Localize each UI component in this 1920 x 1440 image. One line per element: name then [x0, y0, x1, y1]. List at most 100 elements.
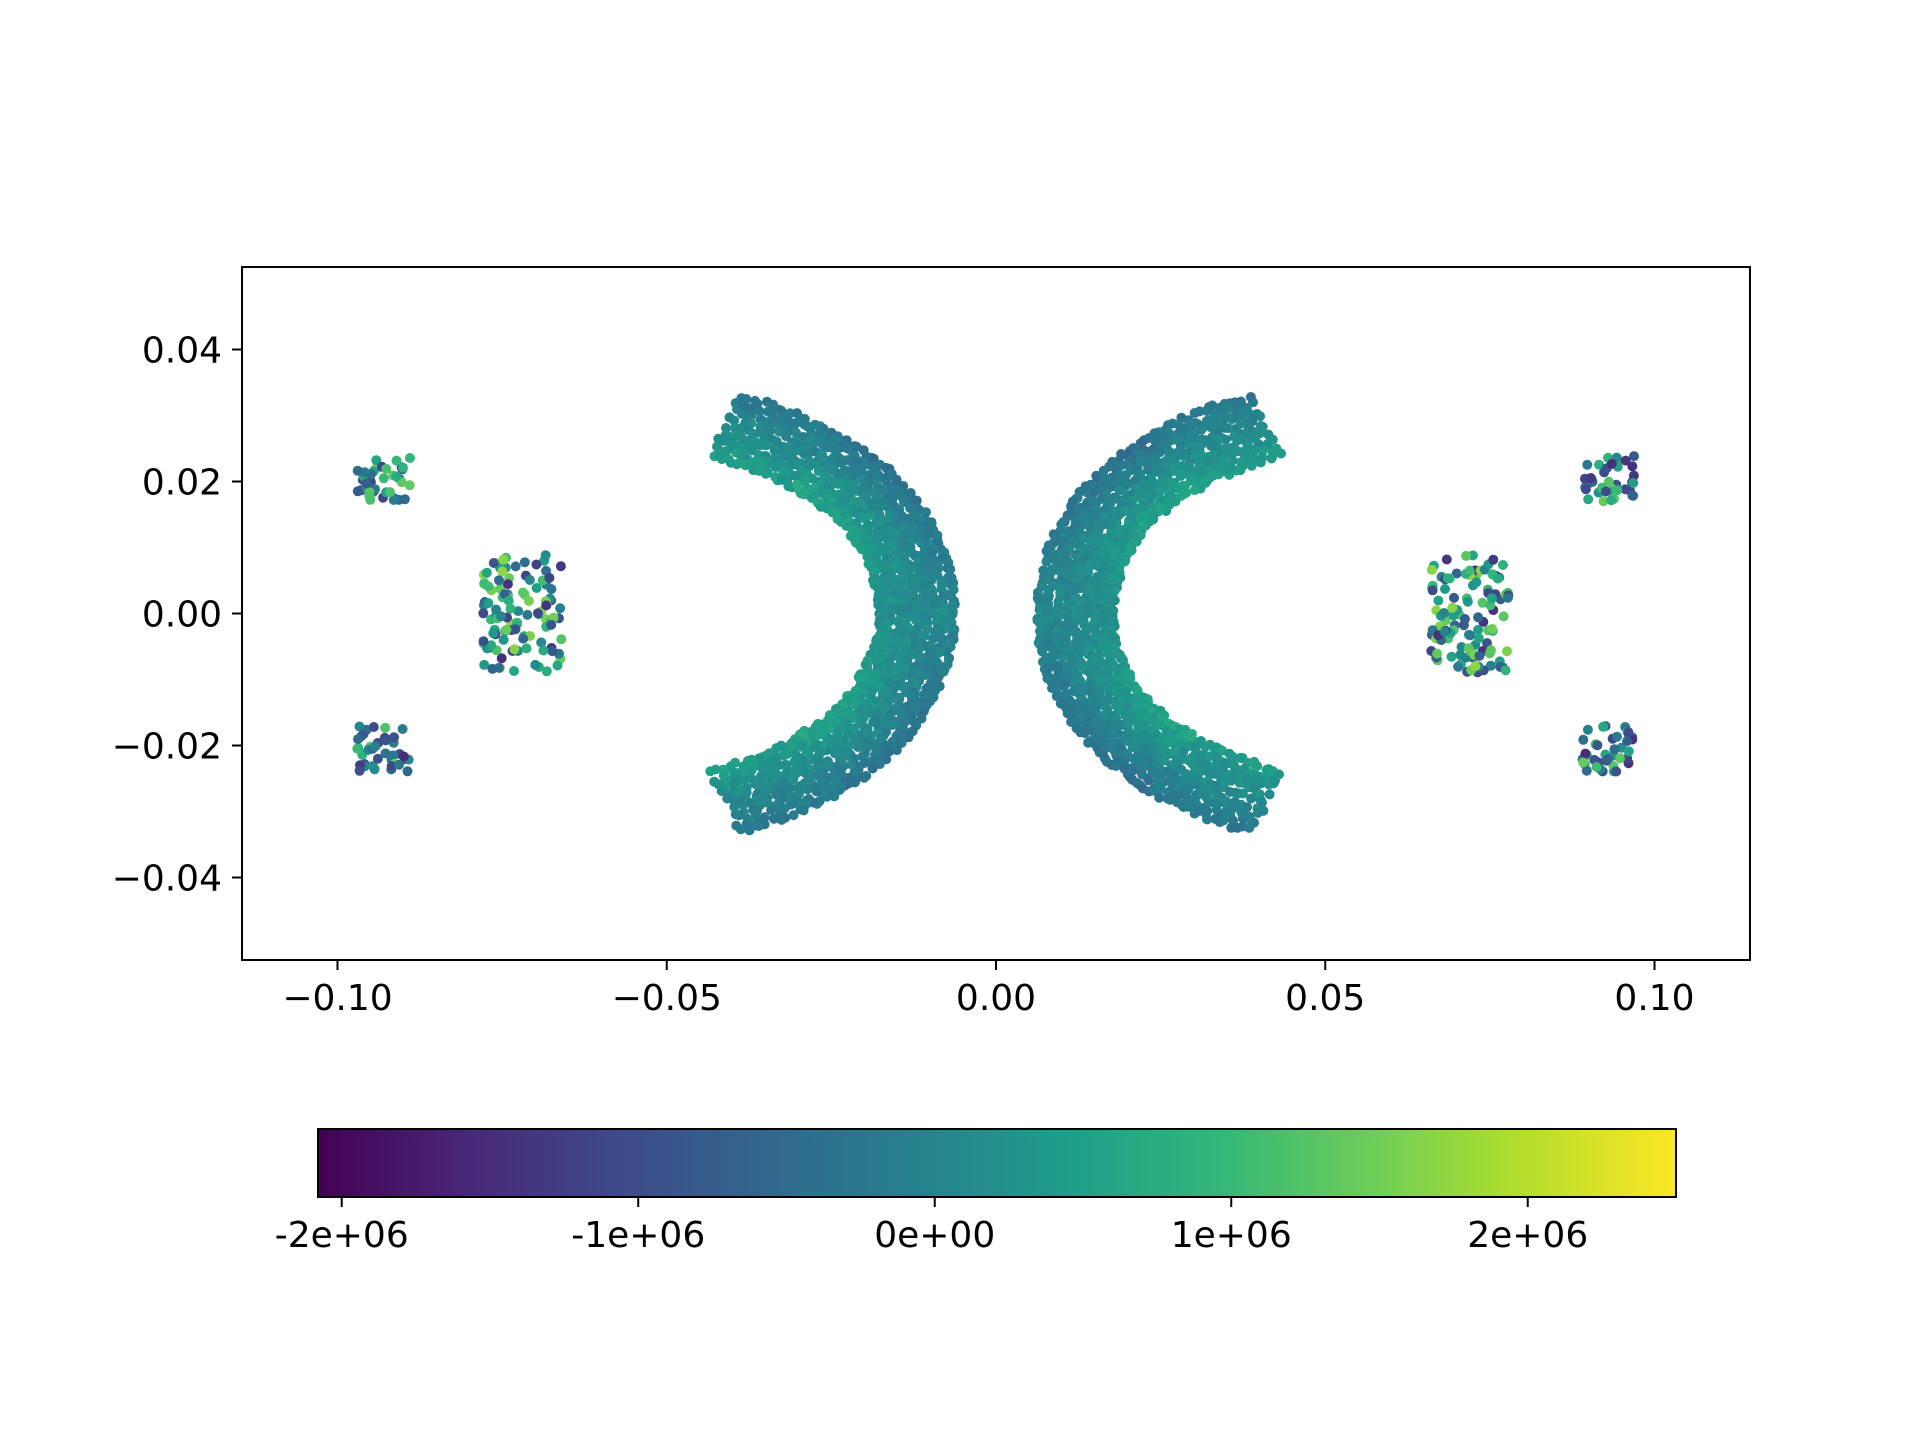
scatter-point: [1611, 766, 1622, 777]
scatter-point: [1202, 806, 1213, 817]
series-right-inner-cluster: [1426, 550, 1514, 678]
scatter-point: [761, 440, 772, 451]
scatter-point: [1175, 471, 1186, 482]
scatter-point: [1583, 494, 1594, 505]
scatter-point: [538, 645, 549, 656]
scatter-point: [709, 776, 720, 787]
scatter-point: [536, 637, 547, 648]
scatter-point: [1433, 595, 1444, 606]
scatter-point: [1439, 608, 1450, 618]
scatter-point: [1498, 611, 1509, 622]
scatter-point: [1609, 744, 1620, 755]
scatter-point: [1578, 734, 1589, 745]
scatter-point: [1041, 556, 1052, 567]
scatter-point: [1042, 620, 1053, 630]
scatter-point: [945, 564, 956, 575]
scatter-point: [381, 463, 392, 474]
scatter-point: [1606, 458, 1617, 469]
scatter-point: [352, 743, 363, 754]
scatter-point: [404, 480, 415, 491]
scatter-point: [1242, 802, 1253, 813]
scatter-point: [1150, 436, 1161, 447]
scatter-point: [1063, 567, 1074, 578]
scatter-point: [1426, 564, 1437, 575]
scatter-point: [1177, 489, 1188, 500]
scatter-point: [546, 619, 557, 630]
scatter-point: [1585, 473, 1596, 483]
colorbar-axis: -2e+06 -1e+06 0e+00 1e+06 2e+06: [275, 1197, 1588, 1256]
scatter-point: [1581, 765, 1592, 776]
scatter-point: [385, 487, 395, 498]
scatter-point: [1274, 769, 1284, 780]
scatter-point: [510, 561, 521, 572]
scatter-point: [811, 786, 822, 797]
scatter-point: [361, 478, 372, 489]
scatter-point: [522, 609, 533, 620]
scatter-point: [770, 462, 781, 473]
scatter-point: [368, 722, 379, 732]
x-axis: −0.10 −0.05 0.00 0.05 0.10: [282, 960, 1695, 1019]
scatter-point: [1470, 661, 1481, 671]
scatter-point: [533, 608, 543, 619]
scatter-point: [394, 759, 404, 770]
scatter-point: [555, 561, 566, 572]
scatter-point: [1580, 748, 1591, 759]
scatter-point: [478, 608, 489, 619]
colorbar-tick-label: 2e+06: [1467, 1215, 1588, 1256]
scatter-point: [785, 408, 796, 419]
scatter-point: [896, 708, 906, 719]
scatter-point: [1442, 573, 1453, 584]
scatter-point: [1473, 633, 1484, 644]
colorbar-frame: [317, 1128, 1677, 1198]
scatter-point: [1477, 597, 1488, 608]
scatter-point: [354, 721, 365, 732]
scatter-point: [816, 487, 827, 497]
scatter-point: [1202, 814, 1212, 825]
scatter-point: [1155, 783, 1166, 794]
scatter-point: [1189, 408, 1200, 418]
scatter-point: [372, 753, 383, 764]
scatter-point: [1074, 563, 1085, 574]
scatter-point: [779, 777, 790, 788]
scatter-point: [718, 770, 729, 781]
colorbar: -2e+06 -1e+06 0e+00 1e+06 2e+06: [275, 1128, 1677, 1256]
scatter-point: [398, 751, 409, 762]
scatter-point: [721, 446, 732, 456]
scatter-point: [540, 550, 551, 561]
scatter-point: [1606, 495, 1617, 506]
scatter-point: [830, 748, 840, 759]
scatter-point: [352, 465, 363, 476]
scatter-point: [836, 457, 847, 468]
scatter-point: [934, 647, 945, 658]
scatter-point: [513, 606, 524, 617]
scatter-point: [397, 724, 408, 734]
scatter-point: [530, 659, 541, 670]
scatter-point: [380, 722, 391, 733]
scatter-point: [812, 761, 823, 772]
scatter-point: [1628, 478, 1639, 488]
scatter-point: [1502, 592, 1513, 603]
scatter-point: [1154, 792, 1165, 803]
scatter-point: [1603, 476, 1614, 487]
scatter-point: [519, 557, 530, 568]
scatter-point: [1252, 761, 1263, 772]
colorbar-tick-label: 0e+00: [874, 1215, 995, 1256]
scatter-point: [378, 473, 389, 484]
scatter-point: [1629, 451, 1639, 462]
scatter-point: [1598, 496, 1609, 507]
scatter-point: [1453, 661, 1464, 672]
scatter-point: [493, 662, 504, 673]
scatter-point: [781, 768, 792, 779]
scatter-point: [1114, 485, 1125, 496]
scatter-point: [523, 596, 534, 606]
scatter-point: [531, 583, 542, 593]
scatter-point: [1441, 554, 1452, 565]
scatter-point: [817, 450, 828, 461]
scatter-point: [1228, 815, 1239, 826]
scatter-point: [729, 802, 740, 812]
scatter-point: [1623, 727, 1634, 738]
scatter-point: [1189, 485, 1200, 496]
scatter-point: [1485, 660, 1496, 671]
